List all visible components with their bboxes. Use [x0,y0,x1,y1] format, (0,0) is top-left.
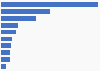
Bar [1,30,16,34]
Bar [1,50,10,55]
Bar [1,9,50,14]
Bar [1,43,11,48]
Bar [1,2,98,7]
Bar [1,57,10,62]
Bar [1,23,18,28]
Bar [1,64,6,69]
Bar [1,37,12,41]
Bar [1,16,36,21]
